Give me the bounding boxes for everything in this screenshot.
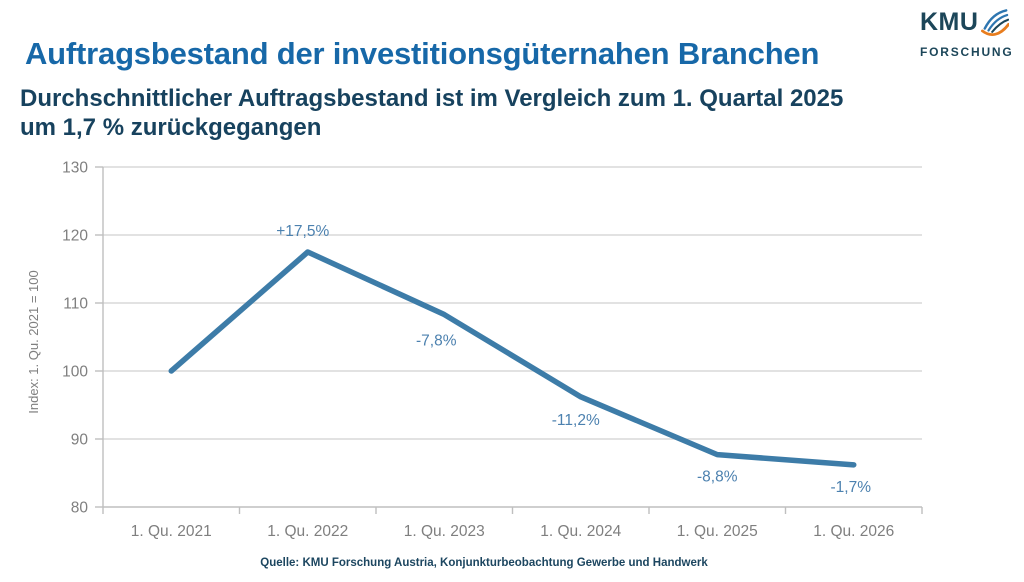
- page-title: Auftragsbestand der investitionsgüternah…: [25, 35, 820, 71]
- series-line: [168, 249, 857, 468]
- y-tick-label: 110: [63, 296, 88, 313]
- y-axis-title: Index: 1. Qu. 2021 = 100: [26, 270, 41, 413]
- x-tick-label: 1. Qu. 2021: [131, 523, 212, 540]
- y-tick-label: 80: [71, 500, 89, 517]
- chart-region: 80 90 100 110 120 130 1. Qu. 2021 1. Qu. 2022 1.…: [0, 150, 1024, 555]
- subtitle-line-1: Durchschnittlicher Auftragsbestand ist i…: [20, 85, 844, 112]
- point-label: -8,8%: [697, 469, 738, 486]
- page-subtitle: Durchschnittlicher Auftragsbestand ist i…: [20, 84, 960, 143]
- logo-wordmark: KMU: [920, 8, 979, 36]
- line-chart: 80 90 100 110 120 130 1. Qu. 2021 1. Qu. 2022 1.…: [26, 160, 923, 540]
- x-tick-label: 1. Qu. 2026: [813, 523, 894, 540]
- y-tick-label: 90: [71, 432, 89, 449]
- source-note: Quelle: KMU Forschung Austria, Konjunktu…: [260, 557, 708, 569]
- point-label: -1,7%: [831, 479, 872, 496]
- y-tick-label: 130: [62, 160, 88, 177]
- point-label: -11,2%: [552, 412, 600, 429]
- kmu-forschung-logo: KMU FORSCHUNG: [920, 8, 1016, 59]
- x-tick-label: 1. Qu. 2023: [404, 523, 485, 540]
- x-tick-label: 1. Qu. 2025: [677, 523, 758, 540]
- point-label: +17,5%: [276, 223, 329, 240]
- y-tick-label: 100: [62, 364, 88, 381]
- point-label: -7,8%: [416, 333, 457, 350]
- feather-icon: [981, 9, 1011, 42]
- subtitle-line-2: um 1,7 % zurückgegangen: [20, 114, 322, 142]
- y-tick-label: 120: [62, 228, 88, 245]
- logo-subtext: FORSCHUNG: [920, 45, 1014, 59]
- x-tick-label: 1. Qu. 2022: [267, 523, 348, 540]
- x-tick-label: 1. Qu. 2024: [540, 523, 621, 540]
